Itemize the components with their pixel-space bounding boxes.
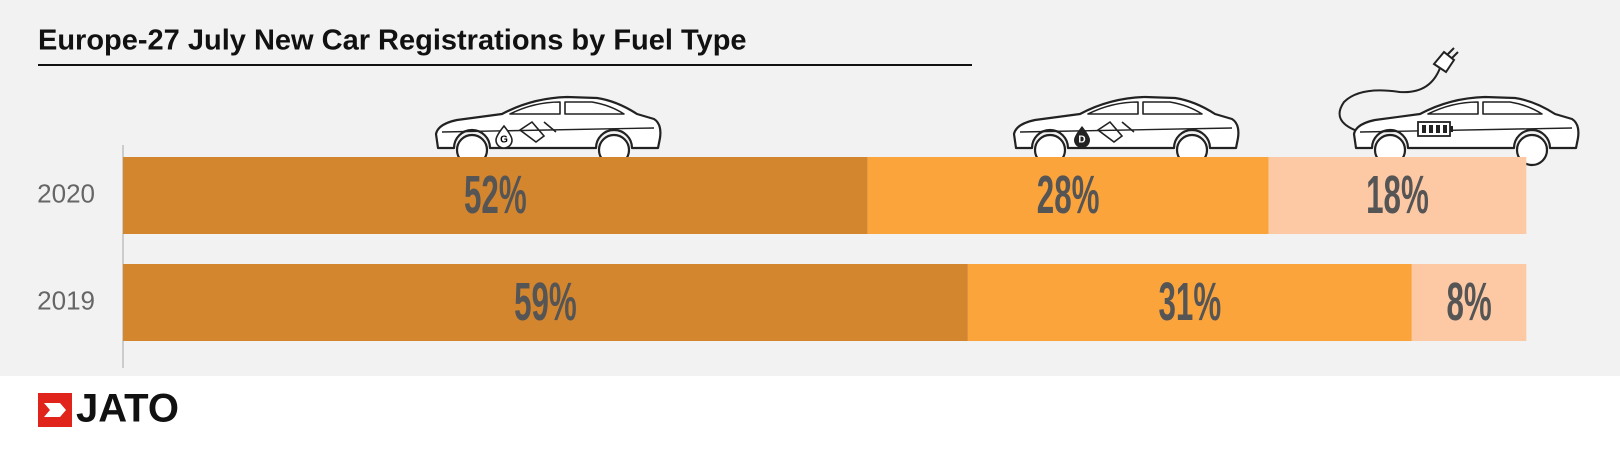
bar-segment	[967, 264, 1412, 341]
bar-segment	[1268, 157, 1527, 234]
bar-segment	[1411, 264, 1527, 341]
petrol-car-icon: G	[434, 95, 662, 167]
logo-mark	[38, 393, 72, 427]
diesel-car-icon: D	[1012, 95, 1240, 167]
chart-title: Europe-27 July New Car Registrations by …	[38, 25, 747, 57]
value-label: 59%	[514, 272, 577, 332]
value-label: 18%	[1366, 165, 1429, 225]
value-label: 31%	[1159, 272, 1222, 332]
value-label: 52%	[464, 165, 527, 225]
value-label: 8%	[1446, 272, 1491, 332]
bar-segment	[123, 264, 968, 341]
y-tick-label: 2020	[37, 178, 95, 208]
y-tick-label: 2019	[37, 285, 95, 315]
value-label: 28%	[1037, 165, 1100, 225]
icon-label: G	[500, 135, 508, 146]
bar-segment	[867, 157, 1269, 234]
bar-segment	[123, 157, 868, 234]
electric-car-icon	[1338, 47, 1580, 167]
logo: JATO	[76, 387, 179, 431]
icon-label: D	[1078, 135, 1085, 146]
